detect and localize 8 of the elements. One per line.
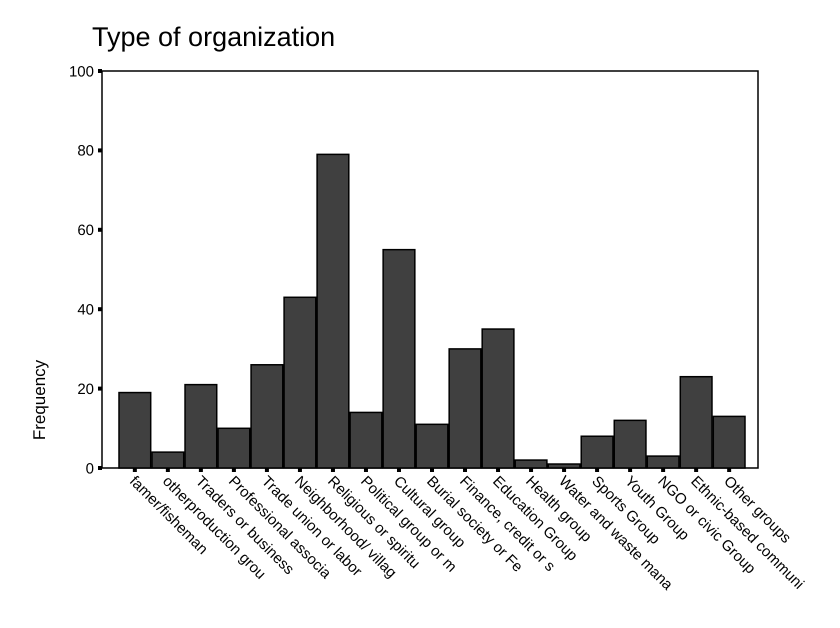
y-tick-label: 20 (77, 380, 94, 398)
y-tick-label: 40 (77, 301, 94, 318)
y-tick-label: 0 (86, 460, 94, 478)
y-axis-title: Frequency (30, 359, 49, 440)
y-tick-label: 100 (68, 63, 94, 80)
chart-title: Type of organization (92, 22, 336, 52)
y-tick-label: 60 (77, 222, 94, 240)
y-tick-label: 80 (77, 142, 94, 160)
